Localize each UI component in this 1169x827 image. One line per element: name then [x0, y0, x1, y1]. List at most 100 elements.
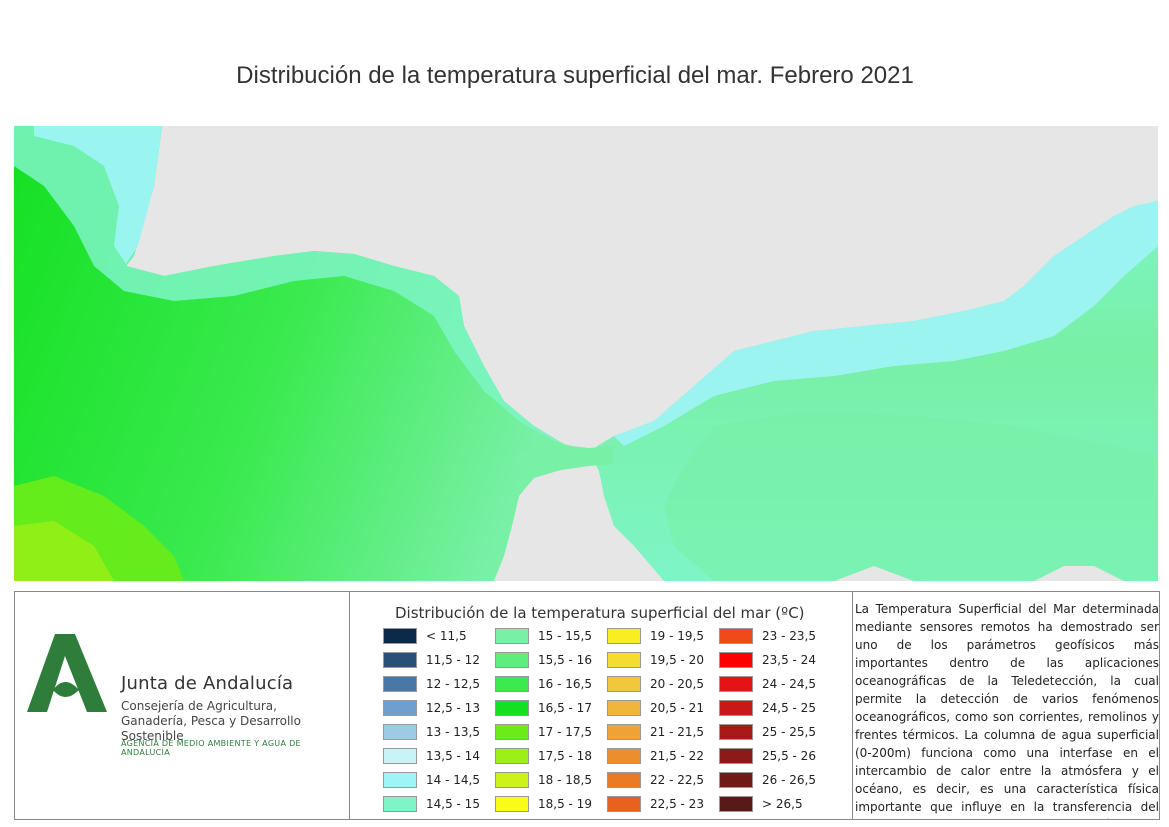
legend-label: 18 - 18,5 [538, 773, 592, 787]
legend-item: 21 - 21,5 [607, 723, 704, 741]
legend-label: 16,5 - 17 [538, 701, 592, 715]
info-panel: Junta de Andalucía Consejería de Agricul… [14, 591, 1160, 820]
legend-label: 14 - 14,5 [426, 773, 480, 787]
map-canvas [14, 126, 1158, 581]
legend-item: 22,5 - 23 [607, 795, 704, 813]
legend-item: 23,5 - 24 [719, 651, 816, 669]
legend-swatch [383, 628, 417, 644]
legend-label: 24 - 24,5 [762, 677, 816, 691]
legend-label: 13 - 13,5 [426, 725, 480, 739]
legend-label: 13,5 - 14 [426, 749, 480, 763]
legend-label: < 11,5 [426, 629, 467, 643]
legend-swatch [495, 628, 529, 644]
legend-label: 22,5 - 23 [650, 797, 704, 811]
legend-item: 25,5 - 26 [719, 747, 816, 765]
legend-item: 20 - 20,5 [607, 675, 704, 693]
legend-swatch [495, 676, 529, 692]
legend-label: 26 - 26,5 [762, 773, 816, 787]
legend-swatch [719, 676, 753, 692]
legend-label: 23,5 - 24 [762, 653, 816, 667]
northern-cold-strip [34, 126, 162, 264]
legend-label: 12 - 12,5 [426, 677, 480, 691]
legend-swatch [719, 724, 753, 740]
legend-label: 22 - 22,5 [650, 773, 704, 787]
legend-swatch [495, 724, 529, 740]
legend-label: 11,5 - 12 [426, 653, 480, 667]
legend-swatch [383, 700, 417, 716]
legend-item: 24 - 24,5 [719, 675, 816, 693]
legend-item: 19,5 - 20 [607, 651, 704, 669]
legend-item: 12,5 - 13 [383, 699, 480, 717]
legend-item: 19 - 19,5 [607, 627, 704, 645]
legend-item: 26 - 26,5 [719, 771, 816, 789]
legend-item: 12 - 12,5 [383, 675, 480, 693]
page-title: Distribución de la temperatura superfici… [236, 62, 914, 89]
legend-item: 20,5 - 21 [607, 699, 704, 717]
legend-item: 21,5 - 22 [607, 747, 704, 765]
legend-item: 14,5 - 15 [383, 795, 480, 813]
description-text: La Temperatura Superficial del Mar deter… [855, 602, 1159, 819]
legend-item: 17,5 - 18 [495, 747, 592, 765]
map-legend: Distribución de la temperatura superfici… [351, 592, 853, 819]
legend-label: 12,5 - 13 [426, 701, 480, 715]
legend-swatch [383, 796, 417, 812]
organization-block: Junta de Andalucía Consejería de Agricul… [15, 592, 350, 819]
mediterranean-warm-zone [664, 411, 1158, 581]
sea-temperature-map [14, 126, 1158, 581]
legend-item: 11,5 - 12 [383, 651, 480, 669]
southwest-warm-core [14, 521, 114, 581]
legend-item: 17 - 17,5 [495, 723, 592, 741]
legend-label: 15,5 - 16 [538, 653, 592, 667]
legend-swatch [719, 748, 753, 764]
legend-swatch [495, 748, 529, 764]
legend-label: 23 - 23,5 [762, 629, 816, 643]
legend-item: 15,5 - 16 [495, 651, 592, 669]
legend-label: 21 - 21,5 [650, 725, 704, 739]
organization-name: Junta de Andalucía [121, 673, 294, 694]
legend-item: 15 - 15,5 [495, 627, 592, 645]
legend-label: > 26,5 [762, 797, 803, 811]
legend-swatch [383, 724, 417, 740]
legend-label: 17 - 17,5 [538, 725, 592, 739]
legend-label: 14,5 - 15 [426, 797, 480, 811]
legend-item: 13,5 - 14 [383, 747, 480, 765]
legend-label: 15 - 15,5 [538, 629, 592, 643]
legend-item: < 11,5 [383, 627, 467, 645]
strait-of-gibraltar [514, 444, 614, 476]
legend-label: 25,5 - 26 [762, 749, 816, 763]
mediterranean-cool-coast [614, 201, 1158, 446]
legend-label: 21,5 - 22 [650, 749, 704, 763]
legend-item: 13 - 13,5 [383, 723, 480, 741]
legend-swatch [383, 676, 417, 692]
legend-swatch [383, 772, 417, 788]
legend-label: 19 - 19,5 [650, 629, 704, 643]
legend-item: 16 - 16,5 [495, 675, 592, 693]
legend-item: 25 - 25,5 [719, 723, 816, 741]
legend-title: Distribución de la temperatura superfici… [395, 604, 805, 622]
legend-swatch [607, 748, 641, 764]
legend-item: 24,5 - 25 [719, 699, 816, 717]
legend-item: 18,5 - 19 [495, 795, 592, 813]
legend-label: 20 - 20,5 [650, 677, 704, 691]
legend-swatch [719, 700, 753, 716]
legend-label: 19,5 - 20 [650, 653, 704, 667]
atlantic-sea [14, 126, 604, 581]
department-name: Consejería de Agricultura, Ganadería, Pe… [121, 699, 301, 743]
legend-swatch [607, 652, 641, 668]
legend-item: 16,5 - 17 [495, 699, 592, 717]
legend-item: 22 - 22,5 [607, 771, 704, 789]
northern-coastal-band [14, 126, 589, 451]
legend-label: 16 - 16,5 [538, 677, 592, 691]
legend-label: 17,5 - 18 [538, 749, 592, 763]
legend-label: 25 - 25,5 [762, 725, 816, 739]
legend-swatch [607, 772, 641, 788]
legend-label: 24,5 - 25 [762, 701, 816, 715]
legend-swatch [383, 748, 417, 764]
legend-swatch [719, 652, 753, 668]
legend-item: 14 - 14,5 [383, 771, 480, 789]
legend-label: 18,5 - 19 [538, 797, 592, 811]
legend-swatch [607, 724, 641, 740]
legend-swatch [607, 628, 641, 644]
legend-swatch [607, 676, 641, 692]
legend-item: 23 - 23,5 [719, 627, 816, 645]
